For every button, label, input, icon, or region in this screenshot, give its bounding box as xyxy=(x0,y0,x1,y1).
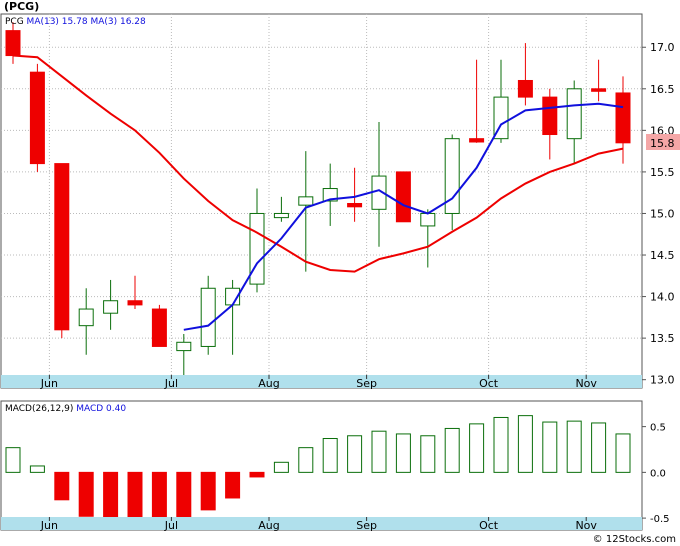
last-price-box xyxy=(646,134,680,150)
candle-body xyxy=(420,212,436,227)
macd-bar xyxy=(273,461,289,473)
candle-body xyxy=(493,96,509,140)
month-label: Nov xyxy=(575,519,597,532)
price-month-band xyxy=(1,375,642,388)
price-tick-label: 14.5 xyxy=(650,249,675,262)
macd-bar xyxy=(591,422,607,473)
month-label: Jul xyxy=(164,519,178,532)
macd-bar xyxy=(469,423,485,473)
candle-body xyxy=(298,196,314,206)
macd-bar xyxy=(493,416,509,473)
macd-month-band xyxy=(1,517,642,530)
legend-entry: MA(3) 16.28 xyxy=(88,17,146,27)
month-label: Jun xyxy=(40,377,58,390)
macd-bar xyxy=(566,420,582,473)
ma13-line xyxy=(183,102,624,331)
price-tick-label: 13.5 xyxy=(650,332,675,345)
candle-body xyxy=(273,212,289,219)
month-label: Aug xyxy=(258,519,279,532)
month-label: Sep xyxy=(356,377,377,390)
macd-bar xyxy=(298,447,314,473)
month-label: Oct xyxy=(479,377,499,390)
candle-body xyxy=(517,79,533,98)
month-label: Jul xyxy=(164,377,178,390)
macd-bar xyxy=(371,430,387,473)
macd-bar xyxy=(5,447,21,473)
macd-bar xyxy=(395,433,411,473)
candle-body xyxy=(347,202,363,208)
candle-body xyxy=(322,188,338,202)
legend-entry: MACD 0.40 xyxy=(73,404,126,414)
price-tick-label: 14.0 xyxy=(650,291,675,304)
month-label: Jun xyxy=(40,519,58,532)
legend-entry: MACD(26,12,9) xyxy=(5,404,73,414)
candle-body xyxy=(29,71,45,165)
price-tick-label: 17.0 xyxy=(650,41,675,54)
candle-body xyxy=(591,88,607,92)
macd-bar xyxy=(176,471,192,524)
macd-bar xyxy=(517,415,533,473)
price-legend: PCG MA(13) 15.78 MA(3) 16.28 xyxy=(5,17,146,27)
legend-entry: PCG xyxy=(5,17,24,27)
macd-bar xyxy=(78,471,94,517)
macd-y-axis: 0.5 0.0 -0.5 xyxy=(642,423,670,525)
price-tick-label: 15.0 xyxy=(650,207,675,220)
candle-body xyxy=(103,300,119,314)
candle-body xyxy=(542,96,558,136)
macd-bar xyxy=(444,427,460,473)
month-label: Aug xyxy=(258,377,279,390)
price-tick-label: 16.5 xyxy=(650,83,675,96)
macd-bar xyxy=(322,438,338,473)
candle-body xyxy=(566,88,582,140)
last-price-marker: 15.8 xyxy=(646,134,680,150)
candle-body xyxy=(151,308,167,347)
month-label: Sep xyxy=(356,519,377,532)
price-candles xyxy=(5,22,631,384)
macd-bar xyxy=(127,471,143,525)
macd-bar xyxy=(225,471,241,499)
price-month-labels: Jun Jul Aug Sep Oct Nov xyxy=(40,375,597,390)
credit-text: © 12Stocks.com xyxy=(593,534,676,545)
chart-title: (PCG) xyxy=(4,0,39,13)
macd-tick-label: 0.5 xyxy=(650,423,666,434)
ma3-line xyxy=(12,54,624,273)
price-tick-label: 13.0 xyxy=(650,374,675,387)
candle-body xyxy=(200,287,216,347)
candle-body xyxy=(615,92,631,144)
macd-month-labels: Jun Jul Aug Sep Oct Nov xyxy=(40,517,597,532)
macd-bar xyxy=(347,435,363,473)
macd-tick-label: 0.0 xyxy=(650,468,666,479)
candle-body xyxy=(176,341,192,352)
macd-bar xyxy=(615,433,631,473)
candle-body xyxy=(469,138,485,143)
macd-bar xyxy=(151,471,167,525)
macd-bar xyxy=(103,471,119,524)
month-label: Oct xyxy=(479,519,499,532)
legend-entry: MA(13) 15.78 xyxy=(24,17,88,27)
macd-bar xyxy=(249,471,265,478)
candle-body xyxy=(127,300,143,306)
price-tick-label: 15.5 xyxy=(650,166,675,179)
macd-bar xyxy=(54,471,70,501)
month-label: Nov xyxy=(575,377,597,390)
macd-legend: MACD(26,12,9) MACD 0.40 xyxy=(5,404,126,414)
macd-bar xyxy=(420,435,436,473)
macd-tick-label: -0.5 xyxy=(650,514,670,525)
candle-body xyxy=(54,163,70,331)
price-panel xyxy=(0,13,643,389)
candle-body xyxy=(395,171,411,223)
candle-body xyxy=(78,308,94,327)
candle-body xyxy=(5,30,21,57)
macd-bars xyxy=(5,415,631,525)
last-price-label: 15.8 xyxy=(650,137,675,150)
price-y-axis: 13.013.514.014.515.015.516.016.517.0 xyxy=(642,41,675,387)
macd-bar xyxy=(29,465,45,473)
macd-bar xyxy=(200,471,216,511)
macd-bar xyxy=(542,421,558,473)
